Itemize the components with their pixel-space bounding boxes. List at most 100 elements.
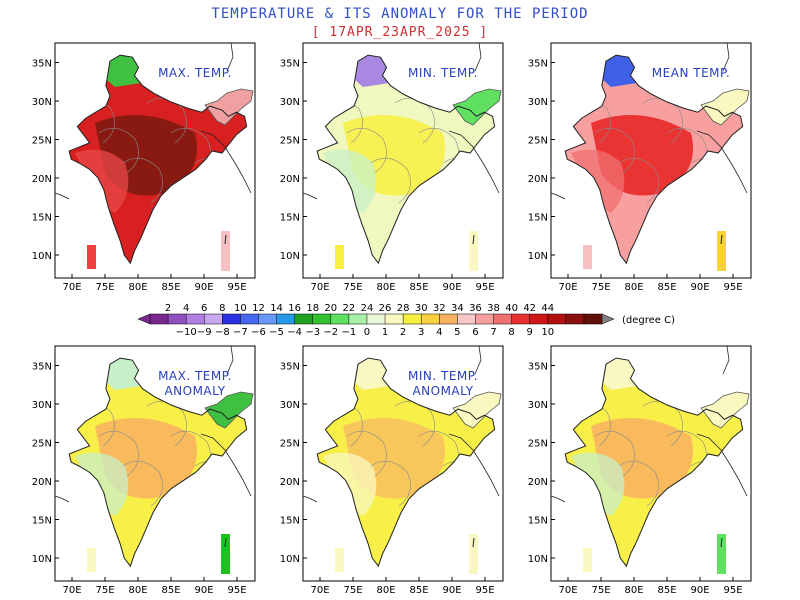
lat-tick-label: 30N [32, 400, 52, 411]
neighbor-border [550, 345, 748, 503]
lon-tick-label: 75E [95, 585, 114, 596]
colorbar-swatch [185, 313, 205, 325]
state-boundary [122, 157, 163, 204]
colorbar-top-label: 34 [451, 303, 464, 314]
colorbar-bottom-label: 10 [541, 327, 554, 338]
state-boundary [98, 127, 139, 174]
colorbar-bottom-label: 5 [454, 327, 460, 338]
andaman-outline [472, 537, 475, 548]
north-region [99, 358, 145, 390]
country-outline [316, 54, 496, 265]
lat-tick-label: 25N [32, 439, 52, 450]
colorbar-swatch [366, 313, 386, 325]
lat-tick-label: 20N [32, 477, 52, 488]
lat-tick-label: 30N [32, 97, 52, 108]
colorbar-top-label: 14 [270, 303, 283, 314]
colorbar-bottom-label: −3 [305, 327, 320, 338]
lon-tick-label: 75E [343, 585, 362, 596]
lon-tick-label: 70E [558, 282, 577, 293]
period-subtitle: [ 17APR_23APR_2025 ] [311, 25, 489, 40]
colorbar-bottom-label: −1 [342, 327, 357, 338]
northeast-region [452, 391, 502, 429]
state-boundary [394, 97, 435, 144]
lakshadweep-marker [335, 548, 344, 572]
colorbar-bottom-label: 8 [508, 327, 514, 338]
andaman-nicobar-marker [469, 231, 478, 271]
andaman-outline [720, 234, 723, 245]
map-panel-1: MAX. TEMP. 10N 15N 20N 25N 30N 35N 70E 75E 80E 85E… [32, 42, 256, 293]
lat-tick-label: 15N [528, 213, 548, 224]
lon-tick-label: 70E [62, 282, 81, 293]
state-boundary [346, 430, 387, 477]
colorbar-bottom-label: 3 [418, 327, 424, 338]
lon-tick-label: 80E [376, 282, 395, 293]
lat-tick-label: 25N [280, 136, 300, 147]
colorbar-bottom-label: −9 [197, 327, 212, 338]
lat-tick-label: 10N [32, 554, 52, 565]
colorbar-bottom-label: −8 [215, 327, 230, 338]
north-region [347, 358, 393, 390]
state-boundary [346, 127, 387, 174]
colorbar: 2 4 6 8 10 12 14 16 18 20 22 24 26 28 30 32 34 36 38 40 42 44… [137, 303, 675, 338]
colorbar-top-label: 16 [288, 303, 301, 314]
lon-tick-label: 95E [723, 282, 742, 293]
north-region [595, 55, 641, 87]
lon-tick-label: 95E [475, 282, 494, 293]
state-boundary [618, 460, 659, 507]
lon-tick-label: 90E [442, 585, 461, 596]
map-panel-5: MIN. TEMP.ANOMALY 10N 15N 20N 25N 30N 35N 70E 75… [280, 345, 504, 596]
lon-tick-label: 75E [95, 282, 114, 293]
lat-tick-label: 25N [528, 439, 548, 450]
colorbar-swatch [330, 313, 350, 325]
lakshadweep-marker [87, 548, 96, 572]
map-panel-3: MEAN TEMP. 10N 15N 20N 25N 30N 35N 70E 75E 80E 85E… [528, 42, 752, 293]
state-boundary [98, 430, 139, 477]
colorbar-bottom-label: −5 [269, 327, 284, 338]
state-boundary [394, 400, 435, 447]
lat-tick-label: 35N [280, 362, 300, 373]
lat-tick-label: 10N [528, 554, 548, 565]
colorbar-bottom-label: −7 [233, 327, 248, 338]
andaman-outline [224, 537, 227, 548]
lon-tick-label: 85E [161, 282, 180, 293]
colorbar-bottom-label: 9 [526, 327, 532, 338]
neighbor-border [54, 345, 252, 503]
colorbar-swatch [402, 313, 422, 325]
secondary-region [75, 452, 129, 516]
country-outline [564, 54, 744, 265]
colorbar-bottom-label: 7 [490, 327, 496, 338]
state-boundary [594, 430, 635, 477]
colorbar-top-label: 42 [523, 303, 536, 314]
lat-tick-label: 20N [32, 174, 52, 185]
lat-tick-label: 20N [528, 477, 548, 488]
lat-tick-label: 15N [280, 516, 300, 527]
colorbar-arrow-left [137, 313, 151, 325]
colorbar-top-label: 32 [433, 303, 446, 314]
lon-tick-label: 80E [624, 282, 643, 293]
colorbar-top-label: 8 [219, 303, 225, 314]
lat-tick-label: 10N [280, 251, 300, 262]
colorbar-swatch [475, 313, 495, 325]
lat-tick-label: 10N [528, 251, 548, 262]
state-boundary [642, 400, 683, 447]
colorbar-top-label: 22 [343, 303, 356, 314]
lon-tick-label: 75E [343, 282, 362, 293]
lat-tick-label: 10N [280, 554, 300, 565]
lon-tick-label: 70E [310, 282, 329, 293]
northeast-region [700, 88, 750, 126]
lon-tick-label: 90E [690, 585, 709, 596]
colorbar-swatch [493, 313, 513, 325]
lon-tick-label: 85E [161, 585, 180, 596]
colorbar-top-label: 12 [252, 303, 265, 314]
country-outline [316, 357, 496, 568]
colorbar-top-label: 2 [165, 303, 171, 314]
north-region [595, 358, 641, 390]
lon-tick-label: 95E [227, 282, 246, 293]
colorbar-swatch [384, 313, 404, 325]
lon-tick-label: 90E [690, 282, 709, 293]
lat-tick-label: 35N [32, 59, 52, 70]
lakshadweep-marker [583, 548, 592, 572]
lon-tick-label: 90E [194, 585, 213, 596]
lon-tick-label: 90E [442, 282, 461, 293]
